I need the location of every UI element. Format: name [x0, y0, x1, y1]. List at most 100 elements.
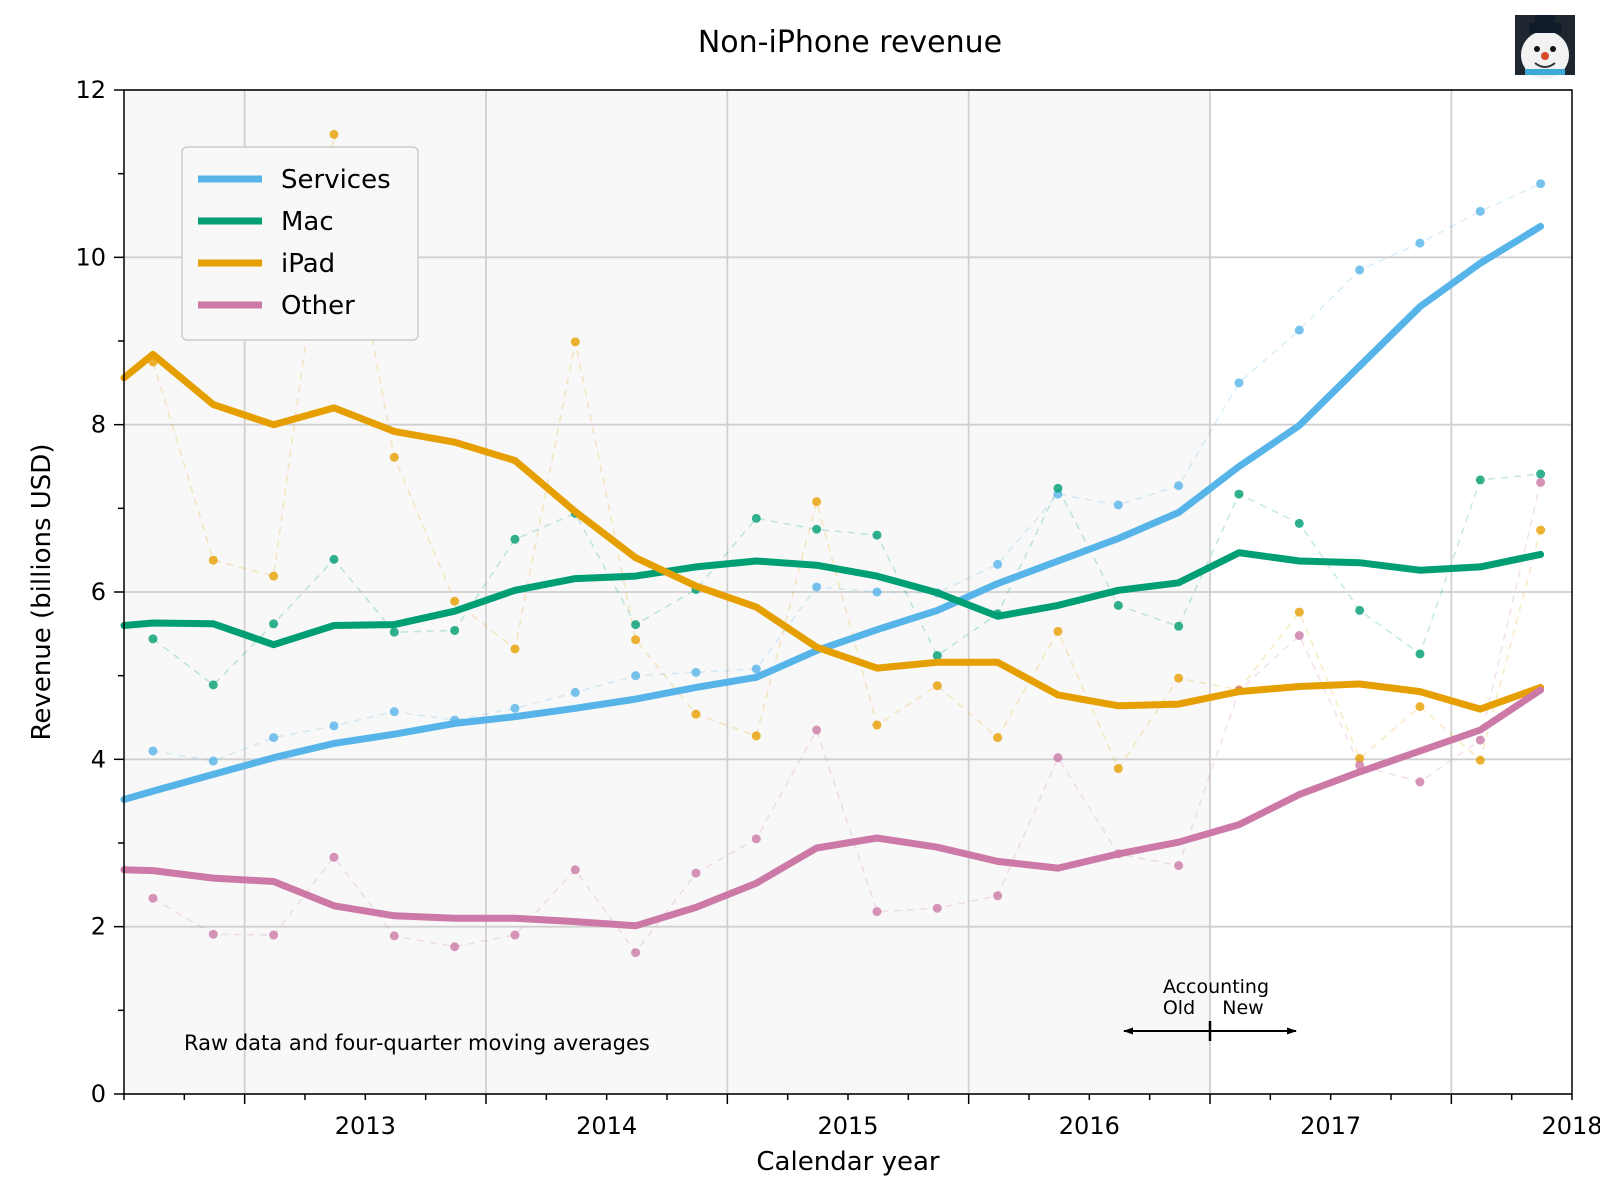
mac-raw-point	[1415, 649, 1425, 659]
mac-raw-point	[1475, 475, 1485, 485]
mac-raw-line	[152, 473, 1541, 686]
services-raw-point	[389, 707, 399, 717]
y-axis: 0 2 4 6 8 10 12	[75, 76, 124, 1108]
legend-label-ipad: iPad	[281, 249, 335, 279]
other-raw-point	[631, 948, 641, 958]
ipad-raw-point	[1415, 702, 1425, 712]
services-raw-point	[1415, 238, 1425, 248]
other-raw-point	[1475, 735, 1485, 745]
x-axis: 2013 2014 2015 2016 2017 2018	[123, 1094, 1600, 1140]
other-raw-point	[570, 865, 580, 875]
mac-raw-point	[932, 651, 942, 661]
ipad-raw-point	[1053, 626, 1063, 636]
mac-raw-point	[1174, 621, 1184, 631]
services-raw-point	[872, 587, 882, 597]
ipad-raw-point	[872, 720, 882, 730]
other-raw-point	[1053, 753, 1063, 763]
other-raw-point	[1294, 631, 1304, 641]
legend: Services Mac iPad Other	[181, 146, 419, 341]
y-tick-label: 10	[75, 243, 106, 271]
mac-raw-point	[208, 680, 218, 690]
ipad-raw-point	[1475, 755, 1485, 765]
legend-label-other: Other	[281, 291, 355, 321]
other-raw-line	[152, 482, 1542, 954]
mac-raw-point	[329, 554, 339, 564]
other-raw-point	[450, 942, 460, 952]
y-tick-label: 6	[91, 578, 106, 606]
other-raw-point	[812, 725, 822, 735]
mac-raw-point	[450, 625, 460, 635]
mac-raw-point	[751, 513, 761, 523]
other-raw-point	[1174, 861, 1184, 871]
services-raw-point	[1113, 500, 1123, 510]
services-raw-point	[1475, 206, 1485, 216]
x-tick-label: 2016	[1059, 1112, 1120, 1140]
x-axis-label: Calendar year	[756, 1147, 939, 1177]
mac-moving-average-line	[120, 549, 1545, 649]
other-raw-point	[148, 893, 158, 903]
ipad-raw-point	[932, 681, 942, 691]
legend-box	[181, 146, 419, 341]
ipad-raw-point	[450, 596, 460, 606]
mac-raw-point	[1294, 518, 1304, 528]
other-raw-point	[691, 868, 701, 878]
ipad-raw-point	[751, 731, 761, 741]
ipad-raw-point	[631, 635, 641, 645]
mac-raw-point	[510, 534, 520, 544]
ipad-raw-line	[152, 134, 1542, 771]
mac-raw-point	[1355, 605, 1365, 615]
services-raw-point	[329, 721, 339, 731]
other-raw-point	[1415, 777, 1425, 787]
services-raw-point	[631, 671, 641, 681]
services-raw-point	[993, 559, 1003, 569]
ipad-raw-point	[812, 497, 822, 507]
x-tick-label: 2017	[1300, 1112, 1361, 1140]
services-raw-point	[812, 582, 822, 592]
services-raw-point	[269, 733, 279, 743]
other-raw-point	[872, 907, 882, 917]
accounting-title: Accounting	[1163, 976, 1269, 998]
ipad-raw-point	[389, 452, 399, 462]
ipad-raw-point	[208, 555, 218, 565]
y-tick-label: 0	[91, 1080, 106, 1108]
raw-data-lines	[152, 134, 1542, 954]
ipad-raw-point	[1536, 525, 1546, 535]
services-raw-point	[691, 667, 701, 677]
ipad-raw-point	[329, 129, 339, 139]
chart-annotation: Raw data and four-quarter moving average…	[184, 1031, 650, 1055]
x-tick-label: 2013	[335, 1112, 396, 1140]
ipad-raw-point	[1113, 764, 1123, 774]
mac-raw-point	[1113, 600, 1123, 610]
services-raw-point	[208, 756, 218, 766]
chart-title: Non-iPhone revenue	[698, 25, 1002, 60]
ipad-raw-point	[269, 571, 279, 581]
other-raw-point	[510, 930, 520, 940]
y-tick-label: 2	[91, 913, 106, 941]
other-raw-point	[751, 834, 761, 844]
mac-raw-point	[1053, 483, 1063, 493]
other-raw-point	[1536, 477, 1546, 487]
other-raw-point	[208, 929, 218, 939]
accounting-new-label: New	[1222, 997, 1263, 1019]
ipad-raw-point	[691, 709, 701, 719]
other-raw-point	[329, 852, 339, 862]
ipad-raw-point	[1294, 607, 1304, 617]
x-tick-label: 2018	[1541, 1112, 1600, 1140]
accounting-change-marker: Accounting Old New	[1123, 976, 1297, 1041]
services-raw-point	[570, 687, 580, 697]
moving-average-lines	[120, 222, 1545, 930]
mac-raw-point	[1536, 469, 1546, 479]
ipad-raw-point	[993, 733, 1003, 743]
legend-label-services: Services	[281, 165, 391, 195]
snowman-avatar-icon	[1521, 15, 1569, 79]
x-tick-label: 2015	[817, 1112, 878, 1140]
services-raw-point	[1174, 481, 1184, 491]
services-raw-point	[751, 664, 761, 674]
services-raw-point	[1536, 179, 1546, 189]
services-raw-point	[148, 746, 158, 756]
ipad-raw-point	[570, 337, 580, 347]
y-tick-label: 4	[91, 745, 106, 773]
services-raw-point	[1294, 325, 1304, 335]
other-raw-point	[269, 930, 279, 940]
other-raw-point	[389, 931, 399, 941]
